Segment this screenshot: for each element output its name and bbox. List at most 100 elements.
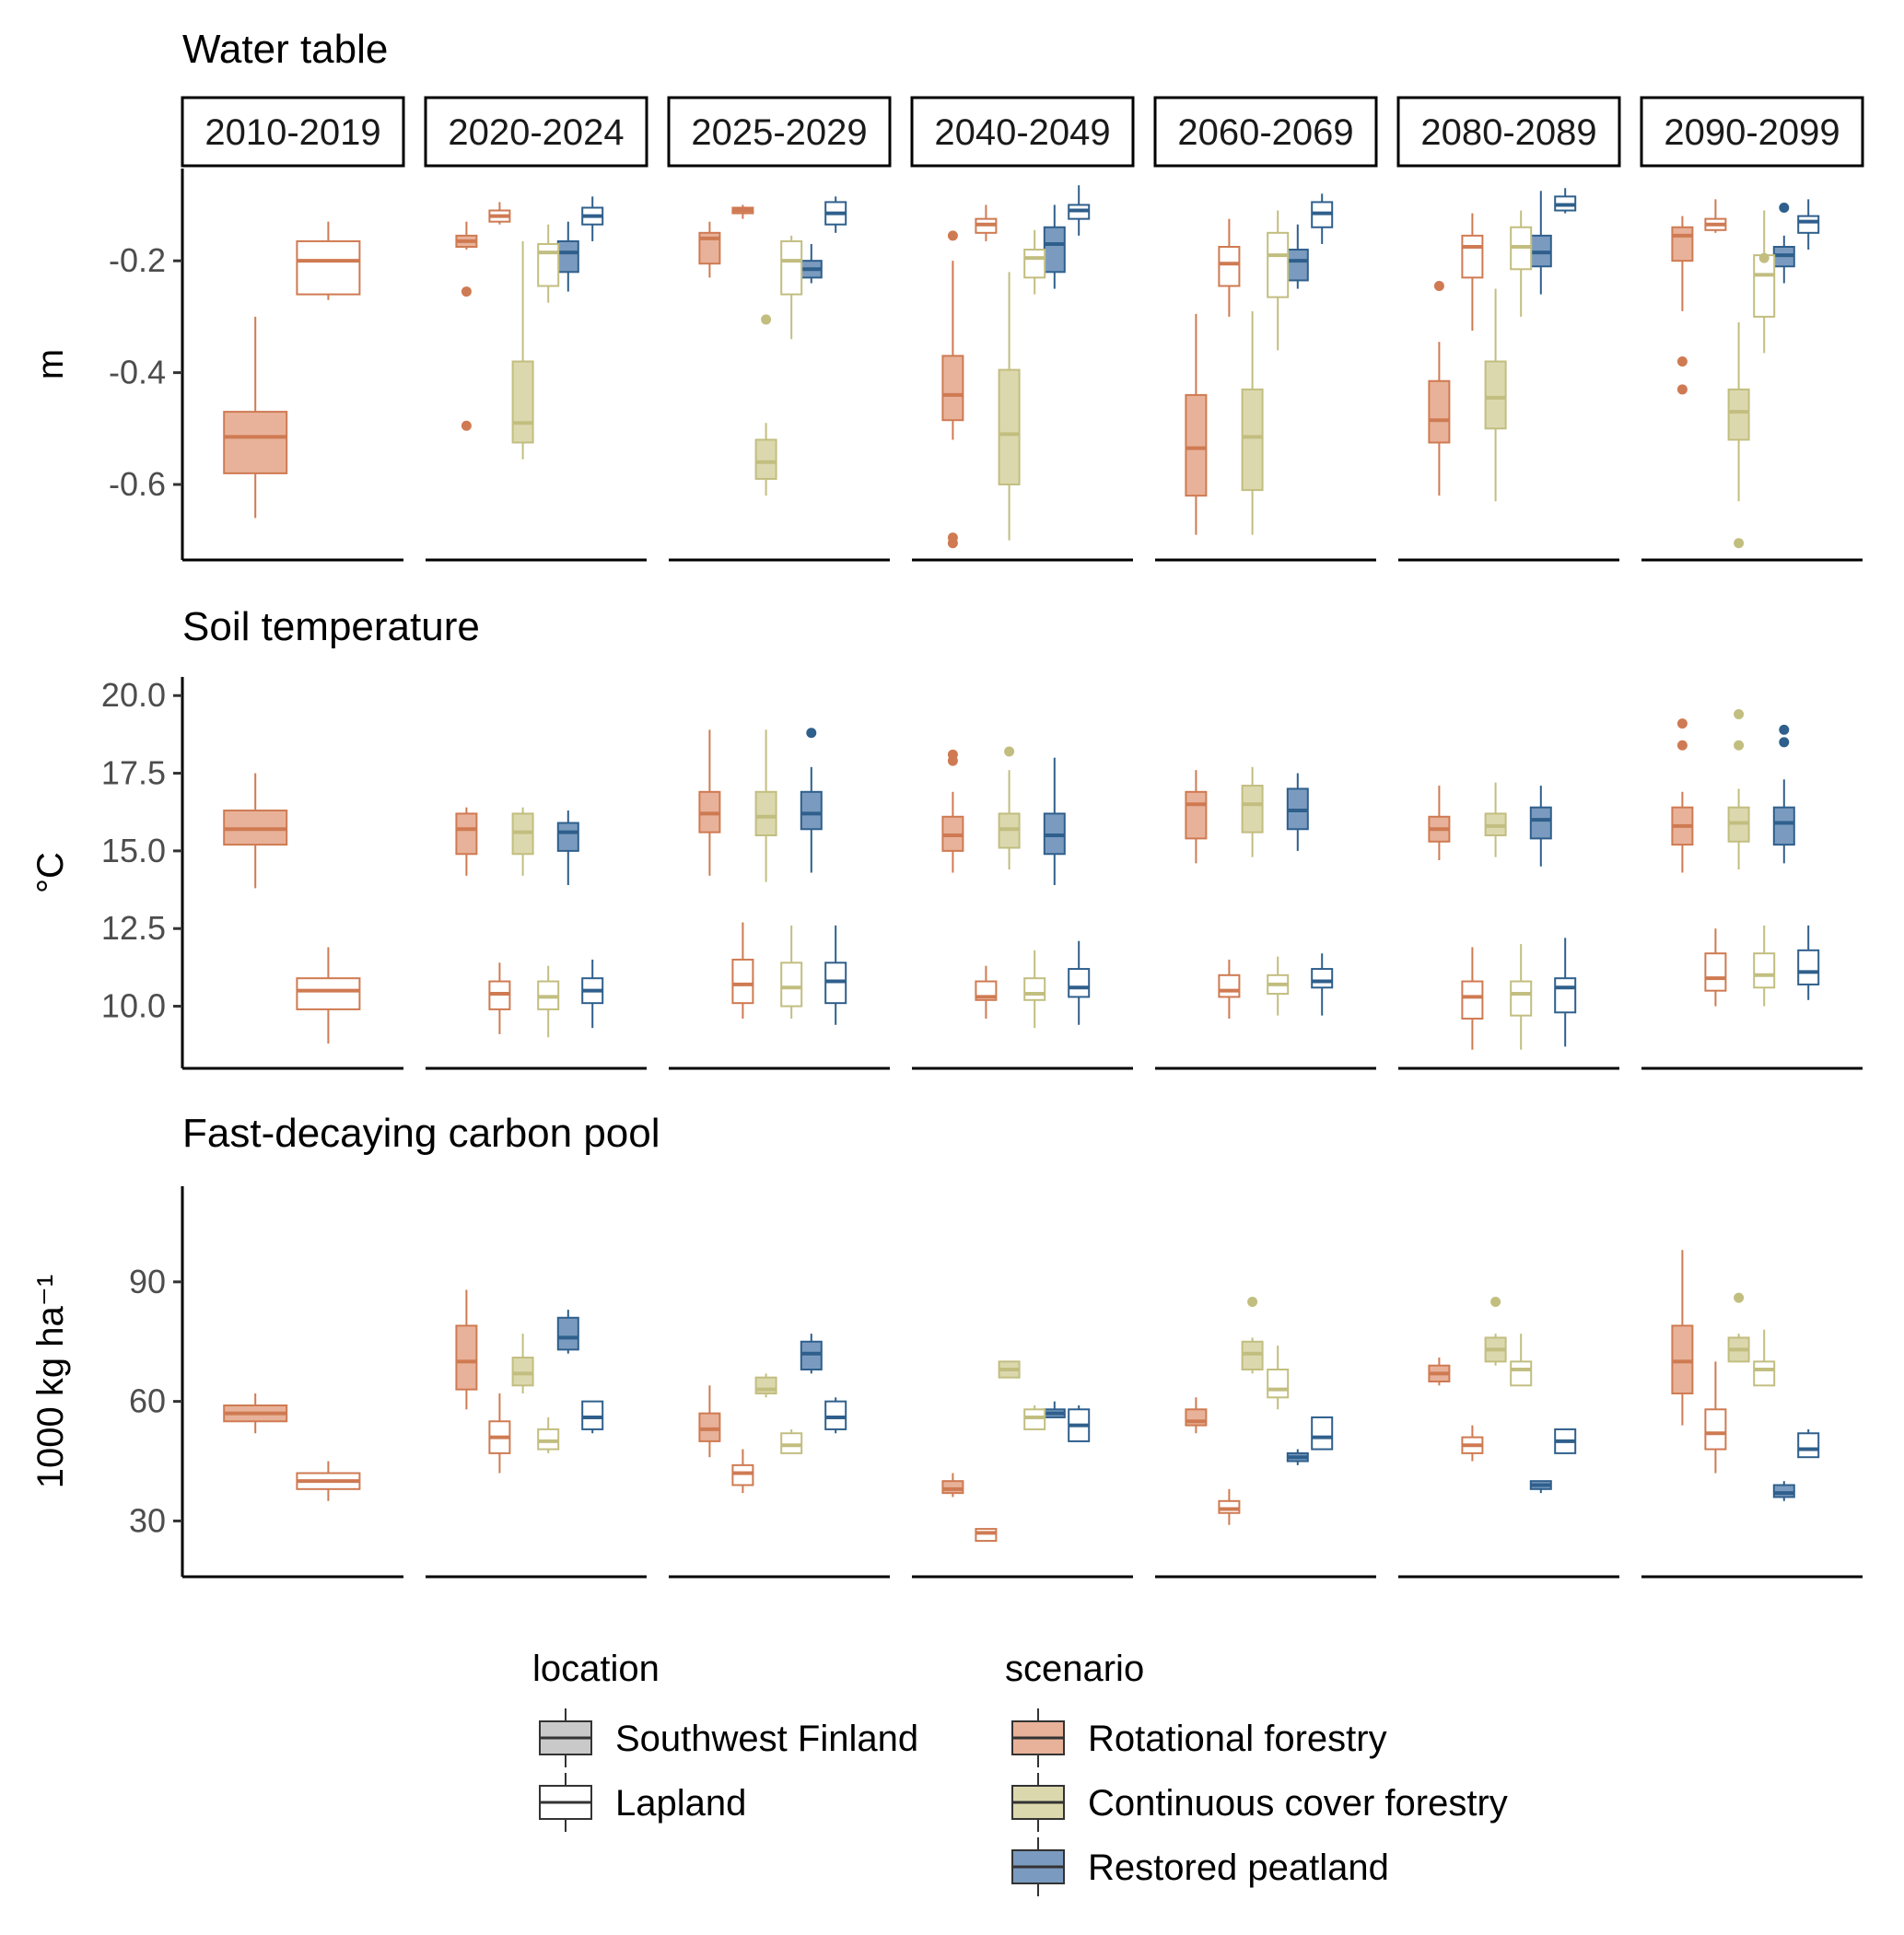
outlier-point (947, 230, 958, 241)
box-iqr (998, 368, 1021, 486)
box-LA-RF (488, 962, 511, 1034)
box-iqr (1043, 226, 1066, 274)
box-LA-RF (1704, 199, 1727, 233)
y-tick-label: 12.5 (101, 909, 166, 947)
box-iqr (1461, 980, 1484, 1020)
legend-title-location: location (532, 1649, 660, 1689)
box-SW-RP (1043, 757, 1066, 885)
box-iqr (511, 1357, 534, 1387)
outlier-point (1758, 252, 1770, 263)
box-LA-RP (1554, 188, 1577, 214)
box-iqr (1554, 977, 1577, 1014)
box-iqr (556, 822, 579, 852)
box-iqr (223, 411, 288, 474)
box-SW-RF (1185, 1397, 1208, 1434)
y-tick-label: -0.6 (109, 465, 166, 503)
box-iqr (1704, 952, 1727, 992)
y-tick-label: 20.0 (101, 676, 166, 714)
facet-2025-2029 (698, 1334, 847, 1494)
outlier-point (1734, 708, 1745, 719)
outlier-point (947, 749, 958, 760)
box-iqr (1241, 785, 1264, 833)
box-iqr (1484, 360, 1507, 430)
facet-strip-box (1640, 96, 1864, 168)
box-SW-RP (800, 728, 823, 873)
box-SW-RP (1286, 773, 1309, 851)
box-iqr (1797, 949, 1820, 985)
box-iqr (1797, 215, 1820, 234)
facet-2080-2089 (1428, 188, 1577, 502)
outlier-point (1676, 718, 1688, 729)
panel-0: Water table -0.6 -0.4 -0.2 m (30, 27, 1863, 562)
box-iqr (1185, 790, 1208, 840)
box-SW-CCF (1484, 782, 1507, 857)
box-LA-RF (296, 1461, 361, 1501)
outlier-point (1004, 746, 1015, 757)
box-LA-CCF (1510, 210, 1533, 317)
box-iqr (975, 1528, 998, 1543)
box-iqr (455, 812, 478, 856)
box-LA-CCF (1023, 229, 1046, 295)
box-LA-RF (1218, 218, 1241, 317)
box-iqr (780, 962, 803, 1008)
box-iqr (1727, 388, 1750, 441)
y-tick-label: -0.2 (109, 241, 166, 279)
box-LA-RF (488, 202, 511, 225)
y-axis-label: m (30, 349, 71, 379)
legend-label-scenario: Rotational forestry (1088, 1719, 1387, 1759)
box-iqr (1461, 234, 1484, 279)
box-LA-CCF (780, 1428, 803, 1454)
panel-title: Fast-decaying carbon pool (182, 1111, 660, 1156)
box-iqr (1428, 379, 1451, 444)
outlier-point (1779, 737, 1790, 748)
outlier-point (1779, 203, 1790, 213)
box-SW-RP (1529, 1480, 1552, 1494)
box-SW-RF (455, 807, 478, 876)
facet-2040-2049 (941, 185, 1091, 549)
legend-key-location-1 (539, 1773, 592, 1832)
facet-strip-box (667, 96, 892, 168)
box-iqr (296, 239, 361, 296)
legend-label-location: Lapland (615, 1783, 746, 1824)
facet-strip-2040-2049: 2040-2049 (910, 96, 1135, 168)
box-SW-RF (1671, 718, 1694, 873)
box-LA-RF (731, 1449, 754, 1494)
box-iqr (941, 1480, 964, 1495)
box-LA-CCF (537, 1416, 560, 1453)
y-axis-label: °C (30, 852, 71, 893)
facet-strip-label: 2010-2019 (204, 112, 380, 153)
facet-strip-label: 2025-2029 (691, 112, 867, 153)
box-iqr (296, 977, 361, 1010)
box-LA-RP (1068, 1405, 1091, 1442)
box-iqr (1753, 952, 1776, 989)
outlier-point (461, 286, 472, 297)
box-LA-RF (1461, 213, 1484, 332)
box-LA-RF (1218, 1488, 1241, 1525)
facet-2060-2069 (1185, 1296, 1334, 1525)
facet-2025-2029 (698, 196, 847, 496)
outlier-point (1676, 384, 1688, 395)
box-iqr (800, 790, 823, 831)
facet-strip-box (1153, 96, 1378, 168)
box-LA-CCF (1753, 925, 1776, 1007)
box-SW-CCF (1727, 321, 1750, 549)
facet-strip-box (424, 96, 648, 168)
facet-strip-2060-2069: 2060-2069 (1153, 96, 1378, 168)
box-SW-CCF (754, 1373, 777, 1398)
facet-2010-2019 (223, 221, 361, 519)
y-tick-label: 60 (129, 1382, 166, 1420)
box-LA-RF (731, 204, 754, 219)
y-tick-label: -0.4 (109, 354, 166, 391)
box-iqr (1772, 1484, 1795, 1498)
box-SW-RP (556, 221, 579, 292)
facet-strip-2090-2099: 2090-2099 (1640, 96, 1864, 168)
outlier-point (1433, 281, 1444, 291)
box-SW-RF (455, 1289, 478, 1410)
box-SW-RF (698, 729, 721, 876)
box-iqr (1311, 1416, 1334, 1451)
box-LA-RP (824, 925, 847, 1025)
box-SW-CCF (1241, 1296, 1264, 1374)
box-iqr (1267, 231, 1290, 298)
box-iqr (698, 1412, 721, 1442)
panel-title: Soil temperature (182, 604, 480, 649)
